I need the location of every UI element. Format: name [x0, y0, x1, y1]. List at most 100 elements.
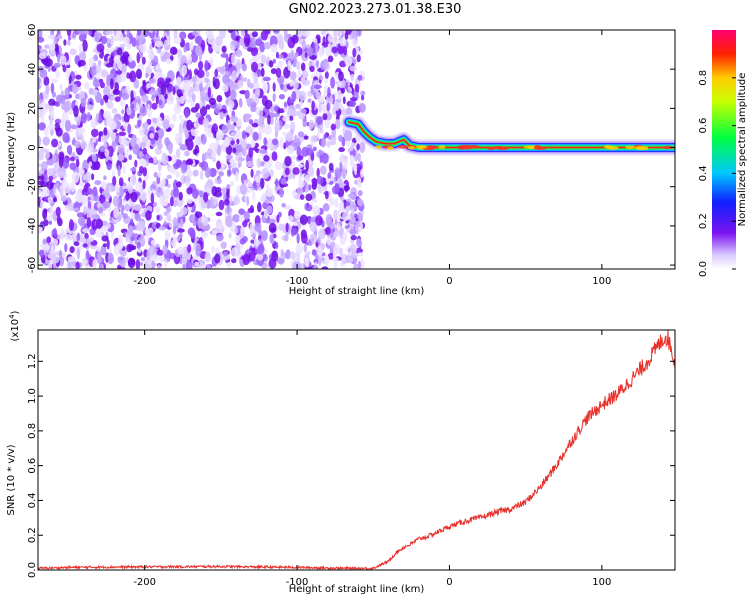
noise-speckle: [69, 48, 77, 56]
noise-speckle: [357, 152, 361, 163]
noise-speckle: [291, 190, 297, 196]
y-tick-label: -40: [27, 218, 38, 234]
noise-speckle: [61, 111, 69, 123]
noise-speckle: [90, 65, 98, 76]
noise-speckle: [109, 120, 117, 130]
noise-speckle: [153, 171, 158, 178]
noise-speckle: [261, 167, 270, 179]
noise-speckle: [137, 30, 142, 36]
noise-speckle: [296, 233, 300, 244]
noise-speckle: [187, 227, 195, 236]
noise-speckle: [286, 108, 294, 118]
noise-speckle: [95, 228, 103, 238]
noise-speckle: [357, 176, 362, 189]
colorbar: [712, 30, 736, 269]
noise-speckle: [202, 117, 210, 129]
noise-speckle: [69, 246, 75, 254]
noise-speckle: [100, 35, 108, 45]
noise-speckle: [107, 252, 114, 265]
noise-speckle: [149, 184, 157, 192]
noise-speckle: [78, 43, 84, 54]
noise-speckle: [304, 52, 308, 58]
noise-speckle: [257, 201, 262, 213]
noise-speckle: [92, 77, 101, 88]
noise-speckle: [242, 147, 247, 157]
noise-speckle: [106, 38, 112, 45]
noise-speckle: [127, 123, 132, 135]
noise-speckle: [101, 235, 109, 242]
noise-speckle: [176, 89, 183, 98]
noise-speckle: [238, 157, 246, 162]
noise-speckle: [297, 155, 304, 161]
noise-speckle: [39, 108, 45, 120]
noise-speckle: [139, 165, 144, 174]
noise-speckle: [250, 168, 254, 178]
noise-speckle: [114, 96, 121, 102]
noise-speckle: [76, 247, 80, 260]
noise-speckle: [60, 195, 67, 202]
noise-speckle: [181, 64, 188, 77]
noise-speckle: [249, 82, 254, 89]
noise-speckle: [252, 189, 256, 202]
noise-speckle: [112, 195, 120, 207]
noise-speckle: [225, 154, 234, 160]
noise-speckle: [164, 137, 170, 146]
noise-speckle: [47, 123, 56, 130]
noise-speckle: [200, 133, 207, 145]
noise-speckle: [54, 118, 62, 124]
noise-speckle: [50, 168, 55, 174]
noise-speckle: [157, 264, 162, 269]
y-tick-label: 1.0: [27, 388, 38, 404]
noise-speckle: [116, 159, 122, 171]
noise-speckle: [349, 154, 355, 164]
noise-speckle: [215, 222, 224, 230]
noise-speckle: [131, 245, 137, 250]
noise-speckle: [179, 31, 187, 40]
noise-speckle: [92, 259, 97, 269]
noise-speckle: [171, 239, 177, 248]
noise-speckle: [254, 89, 260, 99]
signal-blob: [375, 145, 383, 149]
noise-speckle: [204, 167, 211, 179]
noise-speckle: [259, 177, 265, 189]
noise-speckle: [163, 39, 168, 48]
noise-speckle: [322, 101, 325, 114]
noise-speckle: [46, 159, 55, 166]
noise-speckle: [172, 217, 178, 227]
noise-speckle: [71, 171, 80, 184]
noise-speckle: [102, 200, 111, 209]
noise-speckle: [184, 150, 190, 157]
noise-speckle: [135, 68, 142, 79]
noise-speckle: [305, 204, 313, 212]
noise-speckle: [250, 239, 255, 244]
noise-speckle: [86, 111, 91, 122]
noise-speckle: [338, 147, 345, 153]
x-tick-label: 100: [592, 577, 611, 588]
noise-speckle: [246, 196, 250, 207]
noise-speckle: [49, 117, 53, 126]
noise-speckle: [38, 149, 45, 161]
noise-speckle: [270, 106, 275, 112]
noise-speckle: [100, 70, 109, 78]
noise-speckle: [99, 81, 105, 89]
noise-speckle: [230, 195, 234, 200]
x-tick-label: -200: [133, 577, 156, 588]
noise-speckle: [221, 162, 226, 170]
noise-speckle: [296, 146, 302, 158]
noise-speckle: [39, 249, 45, 258]
noise-speckle: [99, 263, 105, 269]
noise-speckle: [258, 110, 264, 118]
noise-speckle: [313, 84, 322, 90]
noise-speckle: [147, 227, 154, 236]
noise-speckle: [315, 92, 321, 100]
noise-speckle: [72, 83, 79, 95]
noise-speckle: [336, 209, 341, 221]
noise-speckle: [283, 142, 287, 150]
noise-speckle: [53, 197, 57, 203]
noise-speckle: [359, 141, 366, 153]
noise-speckle: [56, 30, 61, 36]
noise-speckle: [73, 241, 80, 247]
noise-speckle: [122, 213, 128, 219]
noise-speckle: [307, 98, 312, 103]
noise-speckle: [203, 192, 209, 203]
